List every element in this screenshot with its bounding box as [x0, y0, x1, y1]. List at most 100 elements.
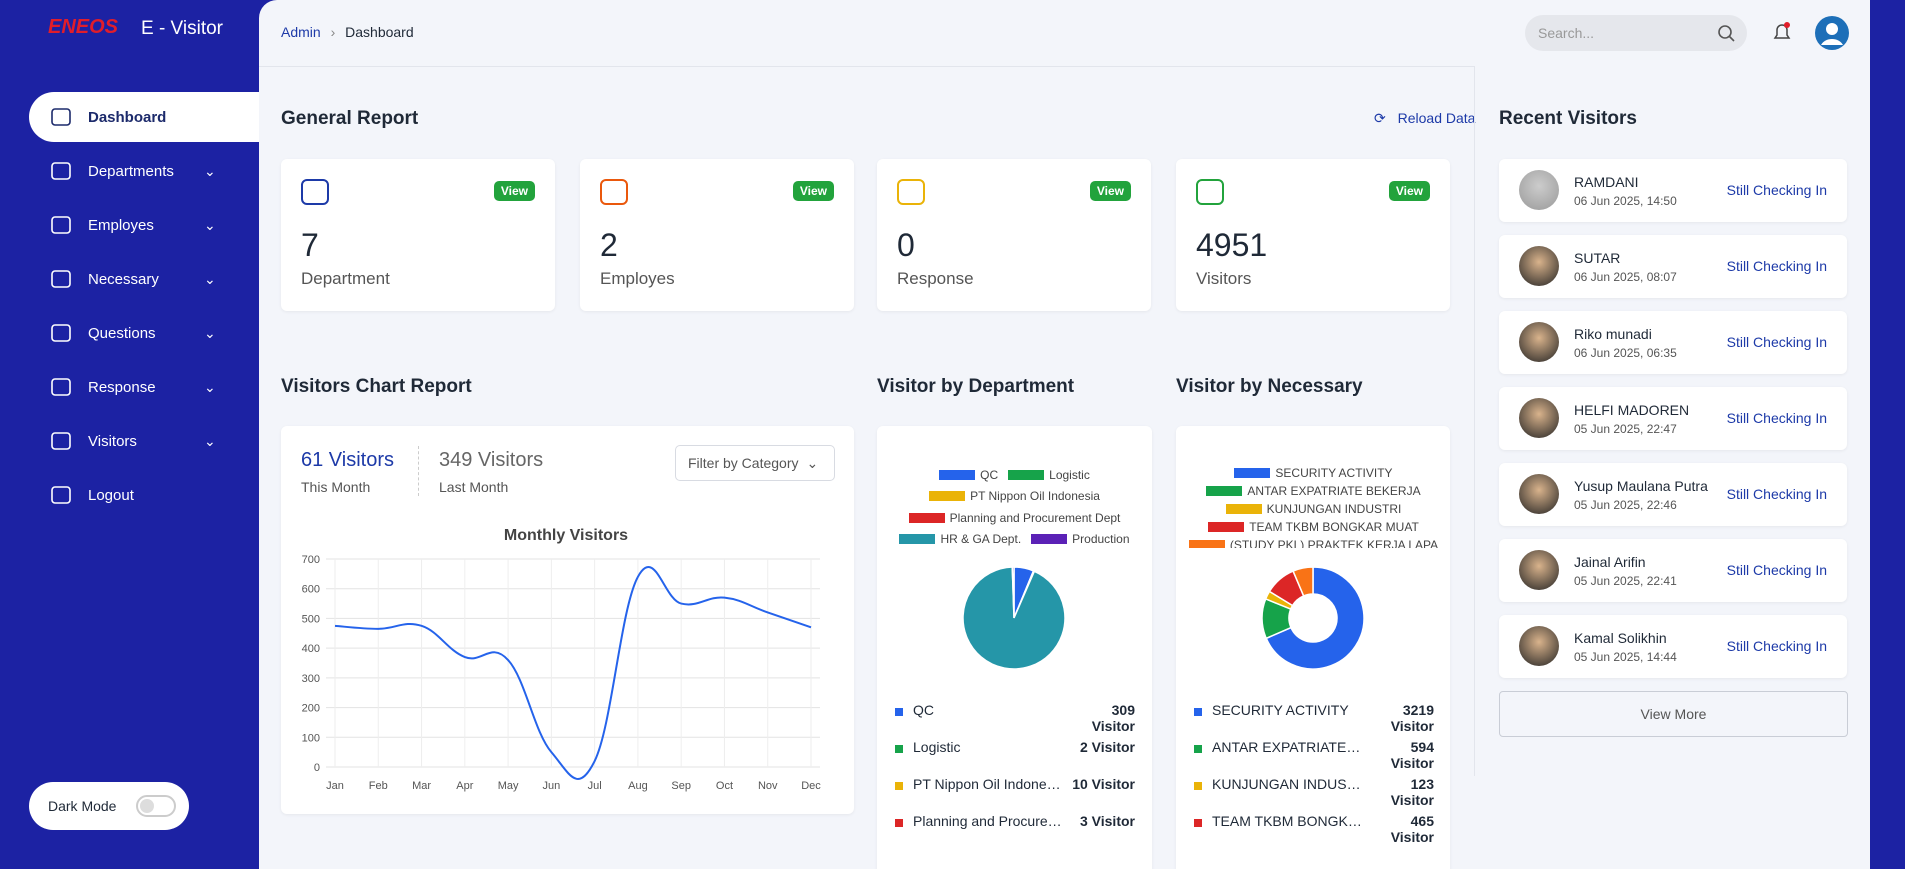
search-box[interactable]: Search...	[1525, 15, 1747, 51]
line	[334, 566, 812, 780]
x-tick-label: Sep	[671, 780, 691, 792]
menu-icon	[51, 432, 71, 450]
legend-swatch	[1234, 468, 1271, 478]
visitor-status[interactable]: Still Checking In	[1726, 410, 1827, 426]
card-value: 2	[600, 227, 618, 263]
list-count: 3219 Visitor	[1390, 702, 1434, 734]
visitor-status[interactable]: Still Checking In	[1726, 562, 1827, 578]
list-name: TEAM TKBM BONGKAR MUAT	[1212, 813, 1362, 829]
legend-label: PT Nippon Oil Indonesia	[970, 489, 1100, 504]
menu-item[interactable]: Necessary ⌄	[29, 254, 259, 304]
menu-label: Departments	[88, 162, 174, 180]
user-avatar[interactable]	[1815, 16, 1849, 50]
list-row: Planning and Procurement Dept 3 Visitor	[895, 813, 1135, 847]
stat-label: Last Month	[439, 479, 509, 495]
visitor-time: 05 Jun 2025, 14:44	[1574, 650, 1677, 664]
list-row: Logistic 2 Visitor	[895, 739, 1135, 773]
menu-item[interactable]: Logout	[29, 470, 259, 520]
visitor-status[interactable]: Still Checking In	[1726, 486, 1827, 502]
visitor-status[interactable]: Still Checking In	[1726, 258, 1827, 274]
list-name: SECURITY ACTIVITY	[1212, 702, 1349, 718]
legend-label: Logistic	[1049, 467, 1090, 482]
menu-item[interactable]: Response ⌄	[29, 362, 259, 412]
legend-swatch	[1206, 486, 1243, 496]
visitor-row: Kamal Solikhin 05 Jun 2025, 14:44 Still Ch…	[1499, 615, 1847, 678]
card-label: Response	[897, 269, 974, 288]
x-tick-label: Oct	[716, 780, 733, 792]
search-icon	[1718, 25, 1735, 42]
legend-swatch	[1031, 534, 1068, 545]
view-button[interactable]: View	[1388, 181, 1430, 201]
menu-item[interactable]: Employes ⌄	[29, 200, 259, 250]
menu-item[interactable]: Dashboard	[29, 92, 259, 142]
view-button[interactable]: View	[792, 181, 834, 201]
visitor-status[interactable]: Still Checking In	[1726, 334, 1827, 350]
list-row: PT Nippon Oil Indonesia 10 Visitor	[895, 776, 1135, 810]
breadcrumb-current: Dashboard	[345, 24, 414, 40]
menu-label: Dashboard	[88, 108, 167, 126]
list-row: SECURITY ACTIVITY 3219 Visitor	[1194, 702, 1434, 736]
visitor-row: RAMDANI 06 Jun 2025, 14:50 Still Checking …	[1499, 159, 1847, 222]
breadcrumb-link[interactable]: Admin	[281, 24, 321, 40]
visitor-time: 05 Jun 2025, 22:46	[1574, 498, 1677, 512]
legend-label: QC	[980, 467, 999, 482]
panel-divider	[1474, 66, 1475, 776]
visitor-status[interactable]: Still Checking In	[1726, 182, 1827, 198]
list-count: 594 Visitor	[1390, 739, 1434, 771]
legend-label: TEAM TKBM BONGKAR MUAT	[1249, 520, 1419, 534]
view-more-button[interactable]: View More	[1499, 691, 1848, 737]
list-dot	[1194, 745, 1202, 753]
visitor-photo	[1519, 626, 1559, 666]
view-button[interactable]: View	[493, 181, 535, 201]
x-tick-label: May	[498, 780, 519, 792]
stat-divider	[418, 446, 420, 496]
legend-item: KUNJUNGAN INDUSTRI	[1225, 502, 1401, 516]
legend-swatch	[899, 534, 936, 545]
legend-swatch	[1008, 469, 1045, 480]
list-name: PT Nippon Oil Indonesia	[913, 776, 1063, 792]
filter-dropdown[interactable]: Filter by Category ⌄	[675, 445, 835, 481]
visitor-photo	[1519, 474, 1559, 514]
pie-chart	[962, 566, 1066, 670]
view-button[interactable]: View	[1089, 181, 1131, 201]
menu-label: Necessary	[88, 270, 159, 288]
legend-swatch	[1225, 504, 1262, 514]
stat-value: 61 Visitors	[301, 449, 395, 471]
card-icon	[600, 179, 628, 205]
menu-item[interactable]: Visitors ⌄	[29, 416, 259, 466]
card-icon	[301, 179, 329, 205]
menu-label: Questions	[88, 324, 156, 342]
list-name: KUNJUNGAN INDUSTRI	[1212, 776, 1362, 792]
legend: QC Logistic PT Nippon Oil Indonesia Plannin…	[887, 466, 1142, 548]
list-dot	[895, 819, 903, 827]
visitor-name: RAMDANI	[1574, 174, 1639, 190]
legend-item: ANTAR EXPATRIATE BEKERJA	[1206, 484, 1421, 498]
list-dot	[1194, 819, 1202, 827]
dark-mode-toggle[interactable]: Dark Mode	[29, 782, 189, 830]
list-count: 123 Visitor	[1390, 776, 1434, 808]
visitor-row: Riko munadi 06 Jun 2025, 06:35 Still Check…	[1499, 311, 1847, 374]
visitor-name: Kamal Solikhin	[1574, 630, 1667, 646]
card-icon	[1196, 179, 1224, 205]
legend-swatch	[1208, 522, 1245, 532]
reload-button[interactable]: ⟳ Reload Data	[1374, 110, 1476, 126]
visitor-name: Yusup Maulana Putra	[1574, 478, 1708, 494]
notification-bell[interactable]	[1771, 22, 1793, 44]
legend-swatch	[1188, 540, 1225, 548]
visitor-row: Yusup Maulana Putra 05 Jun 2025, 22:46 Sti…	[1499, 463, 1847, 526]
reload-label: Reload Data	[1397, 110, 1476, 126]
legend-label: HR & GA Dept.	[940, 532, 1022, 547]
visitor-time: 05 Jun 2025, 22:41	[1574, 574, 1677, 588]
report-card: View 4951 Visitors	[1176, 159, 1450, 311]
menu-icon	[51, 378, 71, 396]
chart-title: Monthly Visitors	[504, 527, 628, 544]
x-tick-label: Jan	[326, 780, 344, 792]
visitor-status[interactable]: Still Checking In	[1726, 638, 1827, 654]
menu-item[interactable]: Questions ⌄	[29, 308, 259, 358]
menu-icon	[51, 324, 71, 342]
menu-item[interactable]: Departments ⌄	[29, 146, 259, 196]
legend-label: SECURITY ACTIVITY	[1275, 466, 1393, 480]
list-count: 3 Visitor	[1080, 813, 1135, 829]
report-card: View 7 Department	[281, 159, 555, 311]
